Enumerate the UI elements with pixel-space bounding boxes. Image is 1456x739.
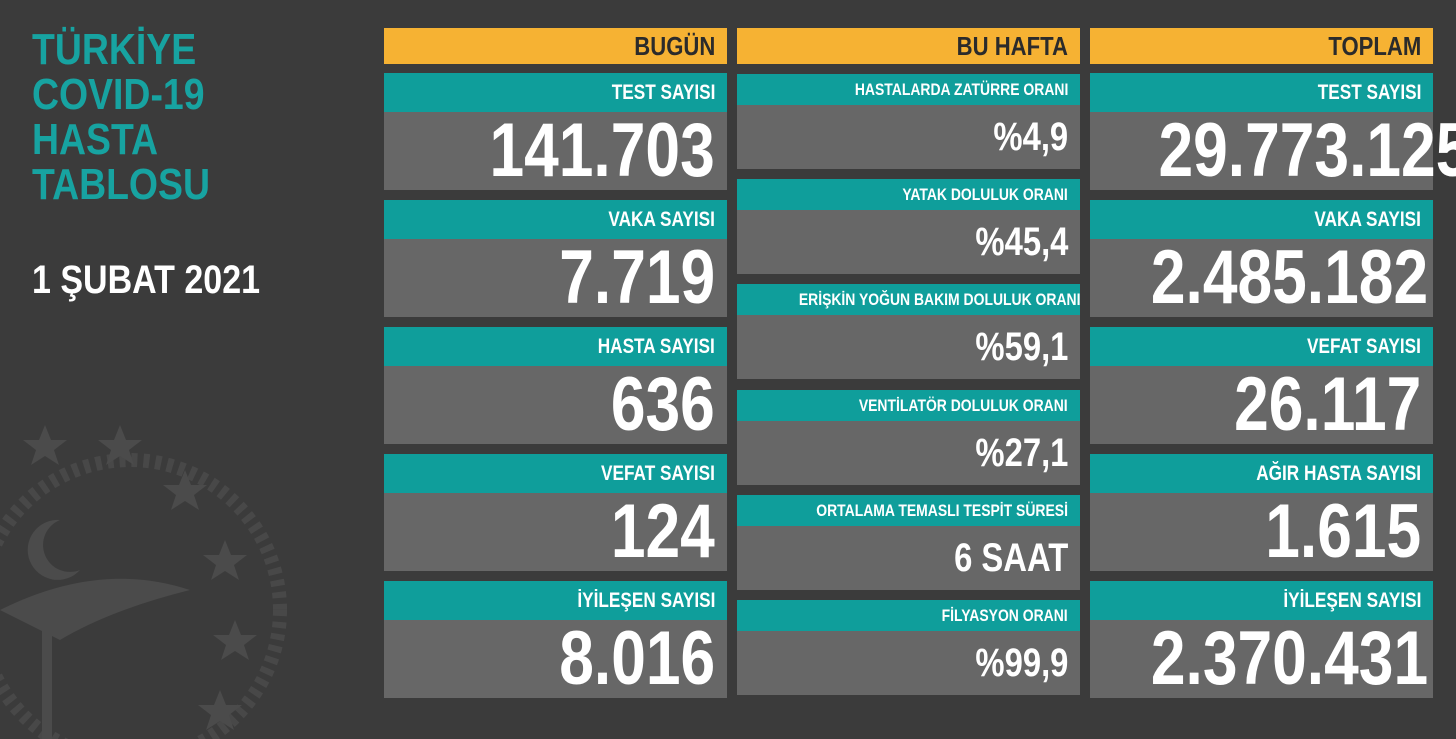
- card-value: %59,1: [737, 315, 1080, 380]
- card-value-text: 8.016: [559, 616, 715, 701]
- column-header: BUGÜN: [384, 28, 727, 64]
- card-value: %99,9: [737, 631, 1080, 695]
- card-value: 6 SAAT: [737, 525, 1080, 590]
- card-label: AĞIR HASTA SAYISI: [1090, 454, 1433, 493]
- card-label: ORTALAMA TEMASLI TESPİT SÜRESİ: [737, 494, 1080, 526]
- card-label: VENTİLATÖR DOLULUK ORANI: [737, 389, 1080, 421]
- card-value: 141.703: [384, 112, 727, 190]
- title-line: HASTA: [32, 115, 159, 164]
- card-label: HASTALARDA ZATÜRRE ORANI: [737, 74, 1080, 105]
- card-value-text: 1.615: [1265, 489, 1421, 574]
- card-value: 26.117: [1090, 366, 1433, 444]
- emblem: [0, 425, 287, 739]
- card-label-text: VAKA SAYISI: [1314, 208, 1421, 231]
- card-label: İYİLEŞEN SAYISI: [384, 581, 727, 620]
- card-label: VAKA SAYISI: [384, 200, 727, 239]
- card-value-text: %99,9: [974, 641, 1068, 685]
- card-value: %27,1: [737, 420, 1080, 485]
- title-line: COVID-19: [32, 70, 205, 119]
- column-header: TOPLAM: [1090, 28, 1433, 64]
- card-label: HASTA SAYISI: [384, 327, 727, 366]
- card-label-text: VEFAT SAYISI: [601, 462, 715, 485]
- card-value-text: %59,1: [974, 325, 1068, 370]
- card-value-text: 124: [611, 489, 715, 574]
- card-value: 2.485.182: [1090, 239, 1433, 317]
- title-line: TABLOSU: [32, 160, 210, 209]
- card-label-text: FİLYASYON ORANI: [941, 606, 1068, 625]
- column-header-text: BUGÜN: [633, 31, 715, 61]
- card-label-text: ORTALAMA TEMASLI TESPİT SÜRESİ: [816, 500, 1068, 520]
- card-value: %4,9: [737, 105, 1080, 169]
- card-label-text: TEST SAYISI: [1317, 81, 1421, 104]
- card-value: 29.773.125: [1090, 112, 1456, 190]
- card-label-text: HASTALARDA ZATÜRRE ORANI: [854, 80, 1068, 99]
- column-header: BU HAFTA: [737, 28, 1080, 64]
- title-line: TÜRKİYE: [32, 25, 197, 74]
- card-label-text: VENTİLATÖR DOLULUK ORANI: [859, 395, 1068, 415]
- card-label-text: İYİLEŞEN SAYISI: [576, 589, 715, 612]
- card-value-text: %27,1: [974, 430, 1068, 475]
- card-value-text: 2.485.182: [1150, 235, 1429, 320]
- card-value: %45,4: [737, 210, 1080, 275]
- card-label-text: VEFAT SAYISI: [1307, 335, 1421, 358]
- card-value-text: %4,9: [993, 115, 1068, 159]
- card-value: 124: [384, 493, 727, 571]
- column-header-text: BU HAFTA: [956, 31, 1068, 61]
- card-label-text: AĞIR HASTA SAYISI: [1256, 462, 1421, 485]
- card-value: 2.370.431: [1090, 620, 1433, 698]
- card-label: VAKA SAYISI: [1090, 200, 1433, 239]
- card-value: 636: [384, 366, 727, 444]
- card-value: 1.615: [1090, 493, 1433, 571]
- card-label: TEST SAYISI: [384, 73, 727, 112]
- card-label: İYİLEŞEN SAYISI: [1090, 581, 1433, 620]
- card-value-text: 2.370.431: [1150, 616, 1429, 701]
- card-label-text: VAKA SAYISI: [608, 208, 715, 231]
- card-label: YATAK DOLULUK ORANI: [737, 179, 1080, 211]
- card-value: 7.719: [384, 239, 727, 317]
- date: 1 ŞUBAT 2021: [32, 258, 261, 302]
- card-value: 8.016: [384, 620, 727, 698]
- card-value-text: 7.719: [559, 235, 715, 320]
- card-label: VEFAT SAYISI: [384, 454, 727, 493]
- card-value-text: 6 SAAT: [953, 535, 1068, 580]
- card-label-text: İYİLEŞEN SAYISI: [1282, 589, 1421, 612]
- card-label: VEFAT SAYISI: [1090, 327, 1433, 366]
- card-value-text: 141.703: [489, 108, 715, 193]
- column-header-text: TOPLAM: [1328, 31, 1421, 61]
- card-label: FİLYASYON ORANI: [737, 600, 1080, 631]
- card-label-text: ERİŞKİN YOĞUN BAKIM DOLULUK ORANI: [798, 290, 1081, 310]
- card-value-text: 636: [611, 362, 715, 447]
- card-label-text: YATAK DOLULUK ORANI: [902, 185, 1068, 205]
- card-value-text: %45,4: [974, 220, 1068, 265]
- card-value-text: 29.773.125: [1158, 108, 1456, 193]
- card-label-text: HASTA SAYISI: [597, 335, 715, 358]
- card-label-text: TEST SAYISI: [611, 81, 715, 104]
- card-label: TEST SAYISI: [1090, 73, 1433, 112]
- card-value-text: 26.117: [1233, 362, 1421, 447]
- card-label: ERİŞKİN YOĞUN BAKIM DOLULUK ORANI: [737, 284, 1081, 316]
